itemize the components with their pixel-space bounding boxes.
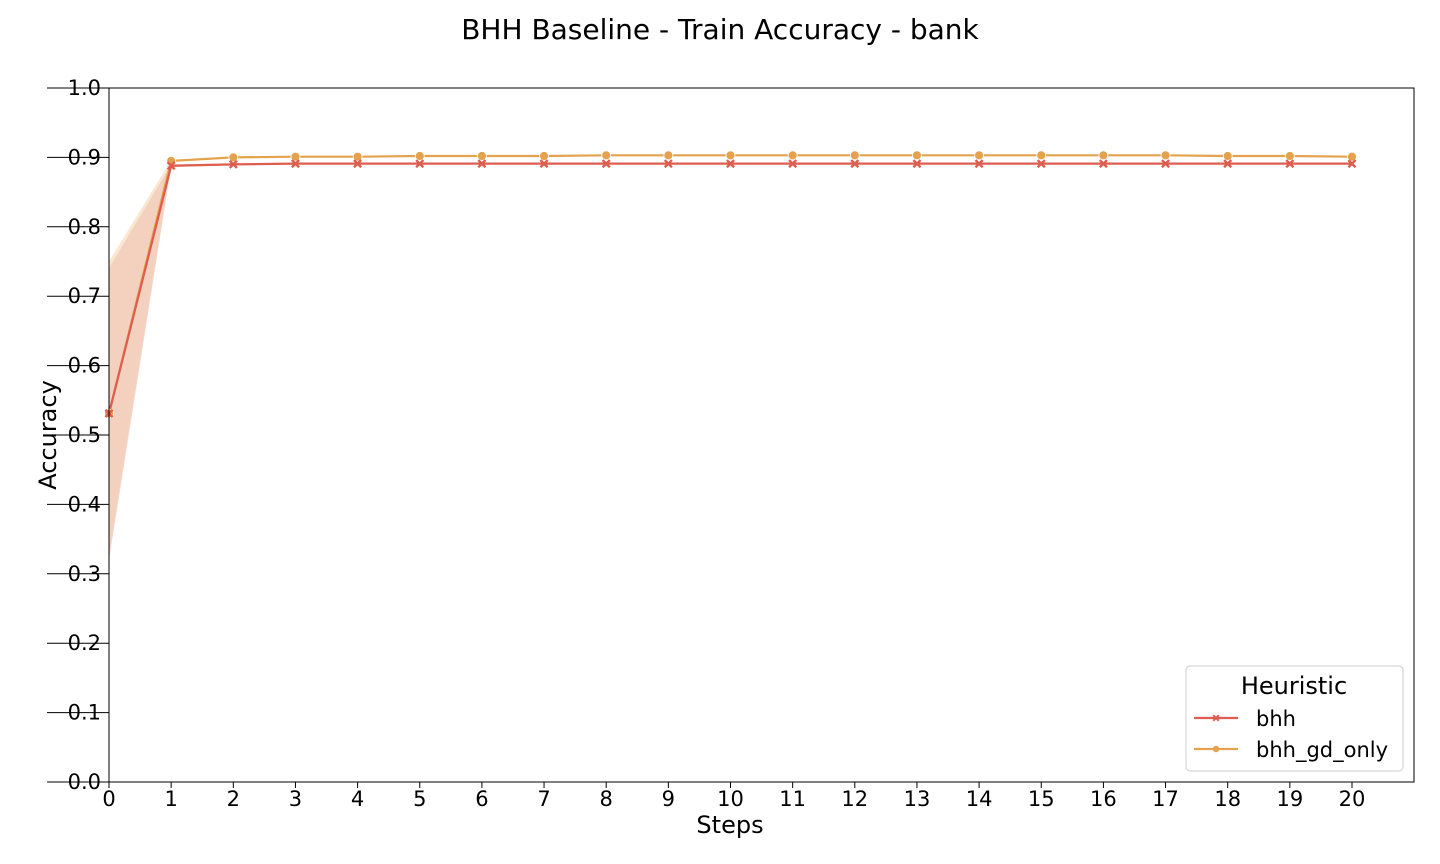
data-point-bhh: [663, 159, 673, 169]
data-point-bhh_gd_only: [974, 150, 984, 161]
confidence-bands: [109, 154, 1352, 560]
confidence-band-bhh_gd_only: [109, 154, 1352, 553]
x-tick-label: 20: [1339, 787, 1366, 811]
data-point-bhh: [1285, 159, 1295, 169]
data-point-bhh: [726, 159, 735, 169]
data-point-bhh_gd_only: [228, 152, 239, 163]
x-tick-label: 1: [164, 787, 177, 811]
y-axis-label: Accuracy: [34, 380, 62, 490]
series-lines: [107, 154, 1353, 414]
data-point-bhh: [850, 159, 860, 169]
data-point-bhh: [974, 159, 984, 169]
x-tick-label: 19: [1276, 787, 1303, 811]
x-tick-label: 9: [662, 787, 675, 811]
legend-label: bhh: [1256, 707, 1296, 731]
legend-item-bhh: bhh: [1194, 707, 1296, 731]
data-point-bhh_gd_only: [290, 151, 301, 162]
legend-items: bhh bhh_gd_only: [1194, 707, 1388, 763]
x-tick-label: 5: [413, 787, 426, 811]
x-tick-label: 14: [966, 787, 993, 811]
data-point-bhh_gd_only: [849, 150, 860, 161]
data-point-bhh: [477, 159, 487, 169]
x-axis-label: Steps: [696, 811, 763, 839]
y-tick-label: 1.0: [68, 76, 101, 100]
data-point-bhh_gd_only: [414, 151, 425, 161]
x-tick-label: 17: [1152, 787, 1179, 811]
data-point-bhh_gd_only: [912, 150, 922, 161]
series-markers: [104, 150, 1357, 419]
data-point-bhh_gd_only: [601, 150, 612, 161]
x-tick-label: 0: [102, 787, 115, 811]
data-point-bhh_gd_only: [476, 151, 487, 161]
y-tick-label: 0.2: [68, 631, 101, 655]
y-tick-label: 0.3: [68, 562, 101, 586]
y-tick-label: 0.0: [68, 770, 101, 794]
y-tick-label: 0.4: [68, 492, 101, 516]
x-tick-label: 15: [1028, 787, 1055, 811]
x-tick-label: 18: [1214, 787, 1241, 811]
data-point-bhh_gd_only: [663, 150, 674, 161]
data-point-bhh_gd_only: [1222, 151, 1233, 161]
data-point-bhh_gd_only: [725, 150, 736, 161]
legend-title: Heuristic: [1241, 672, 1347, 700]
x-tick-label: 13: [904, 787, 931, 811]
data-point-bhh_gd_only: [1036, 150, 1047, 161]
legend-box: [1185, 665, 1404, 772]
chart-title: BHH Baseline - Train Accuracy - bank: [461, 13, 979, 46]
data-point-bhh: [1036, 159, 1046, 169]
data-point-bhh: [1161, 159, 1170, 169]
x-tick-label: 4: [351, 787, 364, 811]
data-point-bhh: [1223, 159, 1233, 169]
y-tick-label: 0.8: [68, 215, 101, 239]
data-point-bhh_gd_only: [1098, 150, 1109, 161]
x-tick-label: 7: [537, 787, 550, 811]
x-tick-label: 6: [475, 787, 488, 811]
data-point-bhh: [1347, 159, 1357, 169]
x-tick-label: 11: [779, 787, 806, 811]
data-point-bhh_gd_only: [787, 150, 798, 161]
x-tick-label: 8: [600, 787, 613, 811]
data-point-bhh_gd_only: [1347, 151, 1357, 162]
legend-item-bhh_gd_only: bhh_gd_only: [1194, 738, 1388, 763]
y-axis-ticks: 0.0 0.1 0.2 0.3 0.4 0.5 0.6 0.7 0.8 0.9 1.0: [47, 76, 109, 794]
data-point-bhh: [539, 159, 549, 169]
y-tick-label: 0.7: [68, 284, 101, 308]
x-tick-label: 2: [227, 787, 240, 811]
data-point-bhh: [166, 161, 176, 171]
data-point-bhh_gd_only: [352, 151, 363, 162]
legend-label: bhh_gd_only: [1256, 738, 1388, 763]
data-point-bhh: [415, 159, 425, 169]
y-tick-label: 0.1: [68, 701, 101, 725]
x-tick-label: 16: [1090, 787, 1117, 811]
x-tick-label: 10: [717, 787, 744, 811]
series-line-bhh: [107, 162, 1352, 414]
data-point-bhh: [912, 159, 922, 169]
series-line-bhh_gd_only: [107, 154, 1353, 414]
x-axis-ticks: 0 1 2 3 4 5 6 7 8 9 10 11 12 13 14 15 16 17 18 19 20: [102, 782, 1365, 811]
data-point-bhh: [291, 159, 300, 169]
y-tick-label: 0.6: [68, 354, 101, 378]
data-point-bhh: [788, 159, 798, 169]
data-point-bhh_gd_only: [539, 151, 549, 161]
y-tick-label: 0.5: [68, 423, 101, 447]
legend-marker: [1212, 745, 1220, 753]
data-point-bhh: [601, 159, 611, 169]
data-point-bhh_gd_only: [1160, 150, 1171, 161]
data-point-bhh: [228, 159, 238, 169]
confidence-band-bhh: [109, 162, 1352, 560]
y-tick-label: 0.9: [68, 145, 101, 169]
legend: Heuristic bhh bhh_gd_only: [1185, 665, 1404, 772]
x-tick-label: 3: [289, 787, 302, 811]
data-point-bhh: [353, 159, 363, 169]
data-point-bhh: [1098, 159, 1108, 169]
data-point-bhh_gd_only: [1284, 151, 1295, 161]
x-tick-label: 12: [841, 787, 868, 811]
